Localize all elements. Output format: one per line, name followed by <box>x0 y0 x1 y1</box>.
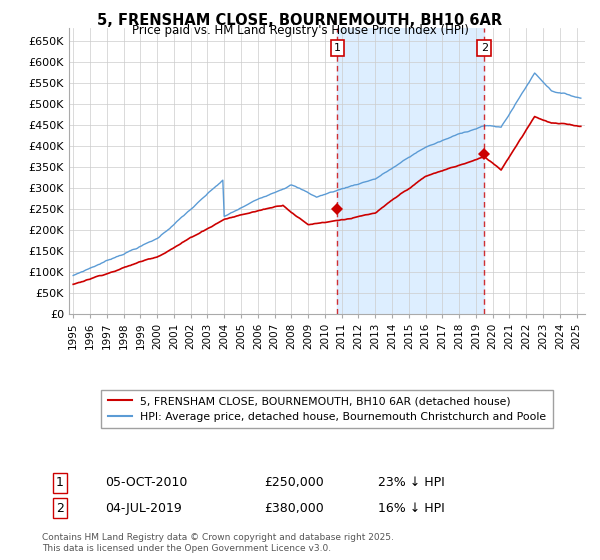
Legend: 5, FRENSHAM CLOSE, BOURNEMOUTH, BH10 6AR (detached house), HPI: Average price, d: 5, FRENSHAM CLOSE, BOURNEMOUTH, BH10 6AR… <box>101 390 553 428</box>
Text: £380,000: £380,000 <box>264 502 324 515</box>
Text: Contains HM Land Registry data © Crown copyright and database right 2025.
This d: Contains HM Land Registry data © Crown c… <box>42 533 394 553</box>
Text: 04-JUL-2019: 04-JUL-2019 <box>105 502 182 515</box>
Text: £250,000: £250,000 <box>264 476 324 489</box>
Text: 23% ↓ HPI: 23% ↓ HPI <box>378 476 445 489</box>
Text: 1: 1 <box>56 476 64 489</box>
Bar <box>337 28 484 314</box>
Text: 05-OCT-2010: 05-OCT-2010 <box>105 476 187 489</box>
Text: Price paid vs. HM Land Registry's House Price Index (HPI): Price paid vs. HM Land Registry's House … <box>131 24 469 37</box>
Text: 2: 2 <box>481 43 488 53</box>
Text: 5, FRENSHAM CLOSE, BOURNEMOUTH, BH10 6AR: 5, FRENSHAM CLOSE, BOURNEMOUTH, BH10 6AR <box>97 13 503 29</box>
Text: 16% ↓ HPI: 16% ↓ HPI <box>378 502 445 515</box>
Text: 2: 2 <box>56 502 64 515</box>
Text: 1: 1 <box>334 43 341 53</box>
